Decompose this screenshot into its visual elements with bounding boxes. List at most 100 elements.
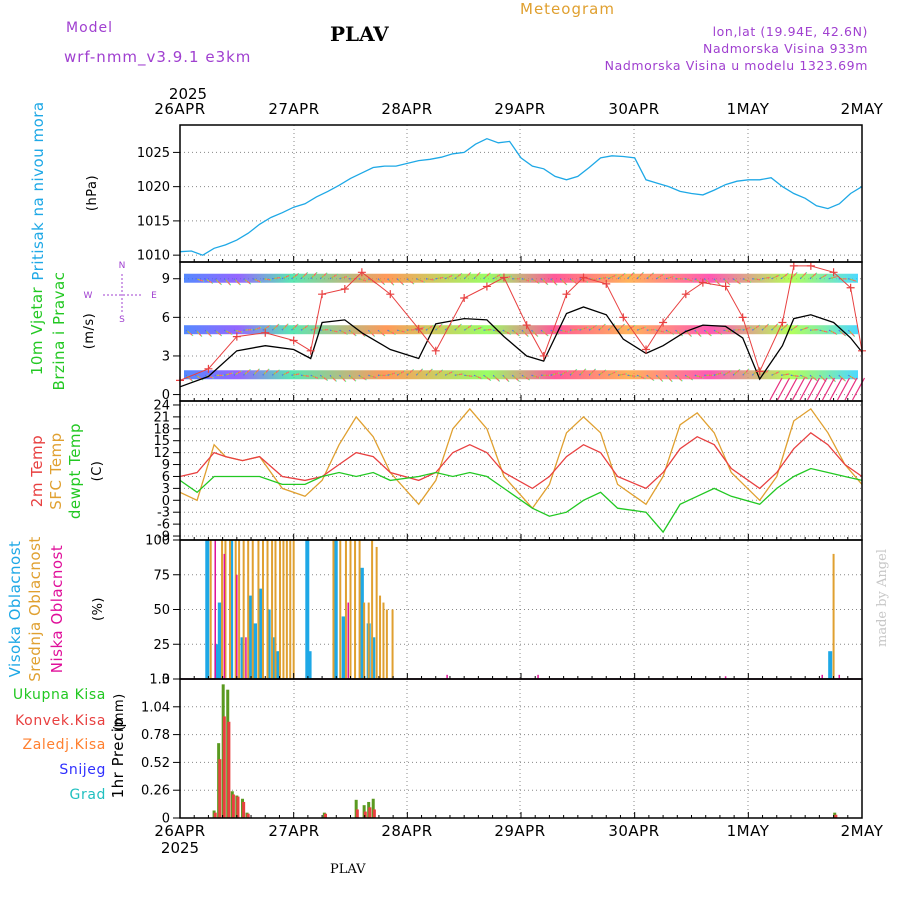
precip-bar-convective xyxy=(242,801,246,818)
low-cloud-axis-label: Niska Oblacnost xyxy=(48,545,66,673)
precip-legend-item: Zaledj.Kisa xyxy=(23,737,106,753)
wind-arrow xyxy=(281,274,291,280)
meteogram-title: Meteogram xyxy=(520,0,615,18)
wind-arrow xyxy=(828,329,838,335)
sfc-axis-label: SFC Temp xyxy=(47,432,65,509)
wind-arrow xyxy=(742,278,752,283)
wind-arrow xyxy=(214,329,223,337)
wind-gust-marker xyxy=(659,318,668,327)
wind-arrow xyxy=(550,372,560,376)
wind-arrow xyxy=(559,278,568,286)
precip-bar-convective xyxy=(213,812,217,818)
precip-legend-item: Snijeg xyxy=(59,762,106,778)
wind-arrow xyxy=(348,374,357,382)
wind-arrow xyxy=(627,374,637,378)
cloud-bar-mid xyxy=(385,609,388,679)
wind-arrow xyxy=(819,273,828,280)
model-name: wrf-nmm_v3.9.1 e3km xyxy=(64,48,252,66)
cloud-bar-high xyxy=(240,637,245,679)
wind-arrow xyxy=(829,275,839,280)
wind-arrow xyxy=(646,272,655,280)
wind-arrow xyxy=(531,329,539,338)
y-tick-label: 1020 xyxy=(137,180,170,195)
cloud-bar-mid xyxy=(292,540,295,679)
precip-bar-convective xyxy=(236,796,240,818)
x-tick-label-bottom: 28APR xyxy=(381,822,432,840)
wind-arrow xyxy=(665,329,675,335)
wind-gust-marker xyxy=(357,268,366,277)
high-cloud-axis-label: Visoka Oblacnost xyxy=(6,541,24,678)
wind-arrow xyxy=(262,278,272,281)
cloud-bar-mid xyxy=(832,553,835,679)
wind-arrow xyxy=(684,374,694,381)
wind-arrow xyxy=(733,328,743,331)
dewpoint-line xyxy=(179,467,863,534)
x-tick-label-top: 28APR xyxy=(381,100,432,118)
wind-arrow xyxy=(377,329,386,337)
wind-arrow xyxy=(195,278,205,282)
y-tick-label: 21 xyxy=(153,410,170,425)
wind-arrow xyxy=(742,326,752,331)
wind-arrow xyxy=(579,368,587,376)
wind-arrow xyxy=(329,374,337,382)
precip-bar-convective xyxy=(323,813,327,818)
wind-arrow xyxy=(781,373,791,376)
x-tick-label-top: 27APR xyxy=(268,100,319,118)
precip-bar-total xyxy=(354,799,358,818)
wind-arrow xyxy=(243,368,251,376)
wind-arrow xyxy=(521,374,530,381)
wind-arrow xyxy=(800,326,810,331)
wind-gust-marker xyxy=(829,268,838,277)
wind-arrow xyxy=(271,323,280,331)
cloud-bar-mid xyxy=(247,540,250,679)
x-tick-label-bottom: 2MAY xyxy=(841,822,884,840)
cloud-bar-mid xyxy=(221,540,224,679)
wind-arrow xyxy=(732,368,741,376)
compass-north: N xyxy=(119,261,126,271)
wind-gust-marker xyxy=(431,346,440,355)
wind-arrow xyxy=(847,329,856,338)
wind-arrow xyxy=(540,278,549,286)
wind-arrow xyxy=(463,272,472,280)
y-tick-label: 1.04 xyxy=(141,700,170,715)
cloud-bar-mid xyxy=(234,540,237,679)
wind-arrow xyxy=(723,370,732,376)
wind-arrow xyxy=(195,329,203,337)
precip-bar-convective xyxy=(227,721,231,818)
wind-arrow xyxy=(300,272,309,280)
wind-arrow xyxy=(387,372,397,376)
precip-bar-convective xyxy=(246,813,250,818)
cloud-bar-mid xyxy=(271,540,274,679)
cloud-bar-mid xyxy=(363,602,366,679)
wind-arrow xyxy=(233,370,243,376)
wind-arrow xyxy=(252,278,262,283)
wind-arrow xyxy=(569,278,578,285)
wind-gust-marker xyxy=(539,351,548,360)
wind-arrow xyxy=(598,369,607,376)
wind-arrow xyxy=(776,377,791,401)
cloud-bar-low xyxy=(724,676,727,679)
wind-arrow xyxy=(473,326,483,331)
cloud-bar-high xyxy=(248,595,253,679)
wind-arrow xyxy=(617,323,626,331)
temp-unit-label: (C) xyxy=(90,461,105,482)
wind-arrow xyxy=(425,278,435,281)
cloud-bar-high xyxy=(307,651,312,679)
wind-arrow xyxy=(367,329,376,338)
wind-arrow xyxy=(791,377,806,401)
wind-arrow xyxy=(742,368,750,376)
wind-arrow xyxy=(819,329,829,333)
station-title: PLAV xyxy=(330,22,389,46)
wind-arrow xyxy=(233,329,243,333)
temp-2m-line xyxy=(179,431,863,490)
wind-arrow xyxy=(300,324,309,331)
panel-frame xyxy=(179,678,863,819)
wind-arrow xyxy=(406,329,416,331)
wind-arrow xyxy=(704,329,712,337)
wind-arrow xyxy=(646,328,656,331)
wind-arrow xyxy=(540,329,549,337)
y-tick-label: 24 xyxy=(153,398,170,413)
chart-marks xyxy=(176,137,866,819)
wind-arrow xyxy=(723,278,731,286)
wind-arrow xyxy=(665,275,675,280)
